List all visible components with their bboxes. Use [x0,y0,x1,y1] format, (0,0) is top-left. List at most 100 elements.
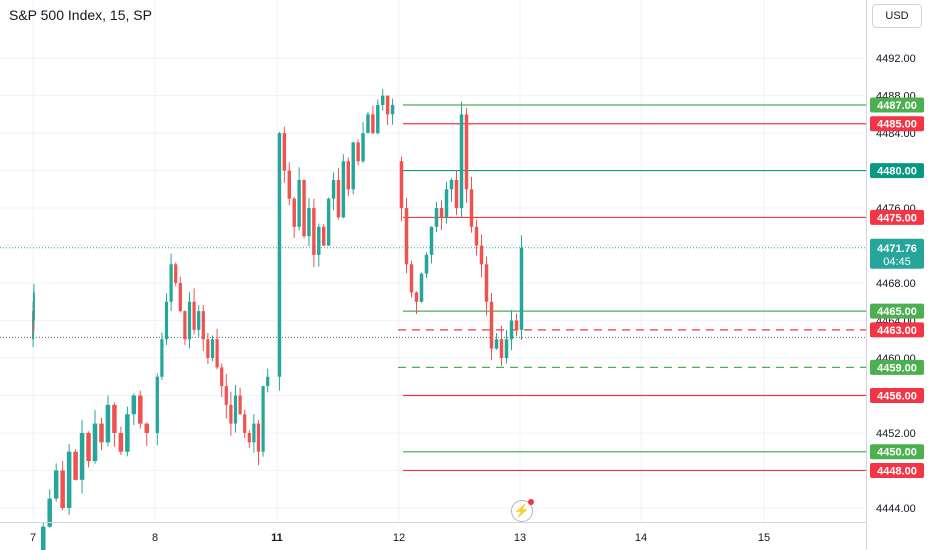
candle-body [224,386,228,405]
candle-body [439,208,444,218]
candle-body [504,339,509,358]
candle-body [247,432,251,443]
candle-body [266,376,270,387]
level-tag: 4475.00 [877,212,917,224]
candle-body [131,395,137,415]
candle-body [331,179,336,199]
candle-body [66,451,72,508]
last-price-tag-bg [870,238,924,269]
candle-body [32,292,35,321]
candlesticks [32,88,524,550]
candle-body [105,404,111,443]
level-tag-bg [870,303,924,319]
candle-body [144,423,150,433]
candle-body [197,311,201,330]
candle-body [346,161,351,190]
x-tick-label: 8 [152,532,158,544]
candle-body [47,498,52,527]
candle-body [519,247,524,330]
candle-body [321,226,326,246]
candle-body [282,133,287,171]
level-tag-bg [870,444,924,460]
candle-body [210,339,215,358]
candle-body [287,170,292,199]
candle-body [404,208,409,265]
x-tick-label: 11 [271,532,283,544]
level-tag-bg [870,322,924,338]
candle-body [385,95,390,115]
candle-body [509,320,514,340]
candle-body [220,367,224,387]
level-tag: 4485.00 [877,119,917,131]
candle-body [60,470,65,508]
candle-body [376,104,380,134]
candle-body [73,451,78,480]
candle-body [125,414,130,452]
candle-body [479,245,484,265]
candle-body [292,198,296,227]
candle-body [53,470,59,499]
candle-body [138,395,143,424]
candle-body [164,301,169,340]
level-tag-bg [870,163,924,179]
candle-body [238,395,242,415]
level-tag: 4480.00 [877,166,917,178]
candle-body [252,423,256,443]
candle-body [317,226,321,255]
x-tick-label: 7 [30,532,36,544]
x-tick-label: 15 [758,532,770,544]
candle-body [79,432,85,480]
candle-body [336,179,341,218]
lightning-bolt-icon[interactable]: ⚡ [511,499,534,522]
candle-body [419,273,424,302]
candle-body [312,208,316,255]
candle-body [361,133,365,162]
candle-body [307,208,311,237]
candle-body [390,104,395,115]
candle-body [469,189,474,227]
y-tick-label: 4492.00 [876,53,916,65]
candle-body [187,301,192,340]
candle-body [341,161,346,218]
candle-body [514,320,519,330]
x-tick-label: 12 [393,532,405,544]
candle-body [434,208,439,227]
chart-title: S&P 500 Index, 15, SP [9,7,152,23]
candle-body [178,283,182,312]
level-tag-bg [870,97,924,113]
y-tick-label: 4468.00 [876,278,916,290]
price-tags: 4487.00 4485.00 4480.00 4475.00 4465.00 4463.… [870,97,924,478]
level-tag: 4463.00 [877,325,917,337]
candle-body [409,264,414,293]
x-tick-label: 14 [635,532,647,544]
candle-body [169,264,173,302]
candle-body [302,179,306,237]
candle-body [118,432,124,452]
candle-body [380,95,385,105]
candle-body [459,114,464,209]
y-tick-label: 4444.00 [876,503,916,515]
candle-body [183,311,187,340]
candle-body [206,339,210,358]
candle-body [243,414,247,433]
level-tag-bg [870,462,924,478]
candle-body [494,339,499,349]
currency-selector[interactable]: USD [872,4,922,28]
candle-body [99,423,104,443]
candle-body [256,423,261,452]
level-tag: 4459.00 [877,362,917,374]
candle-body [499,339,504,358]
candle-body [92,423,98,462]
candle-body [201,311,205,340]
candle-body [356,142,360,162]
candle-body [489,301,494,349]
candle-body [229,404,233,424]
level-tag: 4487.00 [877,100,917,112]
candle-body [297,179,301,227]
candle-body [371,114,375,134]
level-tag: 4448.00 [877,465,917,477]
candle-body [444,189,449,218]
candle-body [215,339,219,368]
